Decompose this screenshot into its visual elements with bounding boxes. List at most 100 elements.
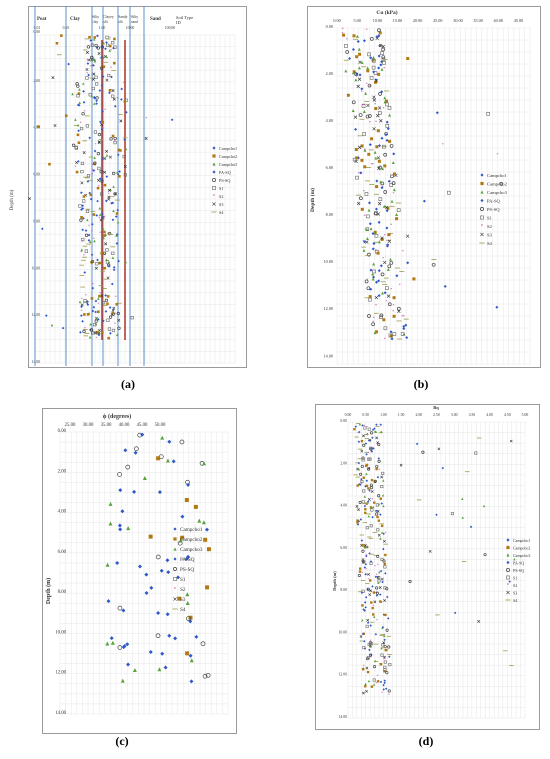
point-b-73 xyxy=(377,201,382,206)
legend-label-pa-sq: PA-SQ xyxy=(487,198,501,203)
point-a-394: * xyxy=(145,117,147,121)
point-b-97 xyxy=(380,181,385,186)
point-b-78 xyxy=(385,120,389,124)
xtick-c-3: 40.00 xyxy=(119,423,130,428)
point-a-358: * xyxy=(101,123,103,127)
point-b-323 xyxy=(362,132,366,136)
point-d-218 xyxy=(513,557,516,561)
legend-label-campcho1: Campcho1 xyxy=(219,146,237,151)
point-b-274 xyxy=(374,211,378,215)
point-d-150: * xyxy=(367,452,369,456)
point-d-204 xyxy=(371,428,375,431)
legend-marker-campcho2 xyxy=(506,545,510,550)
point-c-84 xyxy=(186,616,191,621)
point-c-74 xyxy=(171,459,176,464)
point-d-158 xyxy=(450,512,454,516)
point-b-1 xyxy=(371,58,375,62)
point-d-232 xyxy=(383,565,387,569)
point-a-171 xyxy=(80,248,84,252)
point-b-118 xyxy=(376,212,380,216)
point-b-180 xyxy=(372,127,376,131)
point-a-169: * xyxy=(86,72,88,76)
point-b-313 xyxy=(355,55,359,59)
point-d-353 xyxy=(367,642,371,646)
point-d-206 xyxy=(383,665,387,669)
point-a-268 xyxy=(81,82,85,85)
point-b-99 xyxy=(397,306,401,311)
point-b-40 xyxy=(380,272,385,277)
point-a-147 xyxy=(37,125,40,128)
point-a-176 xyxy=(112,61,116,65)
point-a-390 xyxy=(115,171,119,174)
xtick-b-2: 10.00 xyxy=(373,18,382,23)
point-d-336 xyxy=(362,443,366,447)
point-d-289 xyxy=(359,472,363,476)
xtick-a-2: 1.00 xyxy=(99,26,106,30)
xtick-b-0: 0.00 xyxy=(333,18,340,23)
point-c-68 xyxy=(178,538,183,543)
point-d-40 xyxy=(358,500,362,504)
xtick-d-0: 0.00 xyxy=(345,413,352,417)
point-a-412 xyxy=(107,260,111,264)
point-a-78 xyxy=(106,276,110,280)
point-d-312 xyxy=(356,519,359,522)
point-c-20 xyxy=(132,667,137,672)
point-d-191 xyxy=(369,483,373,487)
point-d-278 xyxy=(383,679,386,682)
point-a-347: * xyxy=(95,337,97,341)
point-d-320 xyxy=(358,570,362,573)
point-a-264 xyxy=(89,193,93,197)
point-d-315: * xyxy=(367,574,369,578)
point-d-106 xyxy=(375,512,379,516)
point-c-18 xyxy=(155,633,161,639)
point-b-130 xyxy=(378,197,383,201)
point-a-260: * xyxy=(104,215,106,219)
point-d-297: * xyxy=(370,640,372,644)
chart-b-svg: Cu (kPa) 0.00 5.00 10.00 15.00 20.00 25.00 30.0… xyxy=(309,9,531,365)
point-d-309 xyxy=(375,423,378,426)
ytick-a-1: 2.00 xyxy=(33,79,40,83)
point-b-48 xyxy=(405,336,409,340)
point-b-231 xyxy=(366,66,370,70)
point-d-152 xyxy=(382,559,386,563)
xtick-b-9: 45.00 xyxy=(514,18,523,23)
point-d-112 xyxy=(375,436,379,440)
point-a-371 xyxy=(107,265,111,268)
point-d-39 xyxy=(375,464,379,469)
point-b-111: * xyxy=(392,309,395,314)
point-a-332 xyxy=(111,89,115,93)
point-d-98 xyxy=(370,450,374,453)
legend-marker-s3 xyxy=(506,590,510,595)
point-b-126 xyxy=(379,264,383,268)
point-d-231 xyxy=(369,653,373,657)
point-d-269 xyxy=(375,467,378,471)
point-b-6 xyxy=(377,294,381,298)
legend-label-s3: S3 xyxy=(180,597,186,603)
point-a-212: * xyxy=(81,309,83,313)
point-d-186 xyxy=(469,525,473,529)
point-a-317 xyxy=(100,179,104,183)
point-d-340 xyxy=(477,619,481,623)
point-b-166 xyxy=(378,144,382,148)
point-a-259 xyxy=(106,302,109,306)
point-c-71 xyxy=(137,564,142,569)
point-c-75 xyxy=(125,464,131,470)
point-b-145 xyxy=(369,287,373,291)
point-d-45 xyxy=(380,647,383,650)
point-d-75 xyxy=(369,645,372,648)
point-d-11 xyxy=(384,687,388,690)
point-a-209: * xyxy=(84,327,86,331)
point-a-320 xyxy=(104,298,109,303)
point-a-299: * xyxy=(114,139,116,143)
point-c-69 xyxy=(159,568,164,573)
point-a-223 xyxy=(106,295,110,298)
point-b-86 xyxy=(373,211,378,216)
point-c-25 xyxy=(160,435,165,440)
point-d-348 xyxy=(437,447,441,451)
point-c-56 xyxy=(167,633,172,638)
point-b-29: * xyxy=(401,314,404,319)
point-a-399 xyxy=(102,41,105,45)
legend-marker-ps-sq xyxy=(506,568,510,572)
point-b-55 xyxy=(395,212,399,216)
point-a-49 xyxy=(80,191,83,195)
